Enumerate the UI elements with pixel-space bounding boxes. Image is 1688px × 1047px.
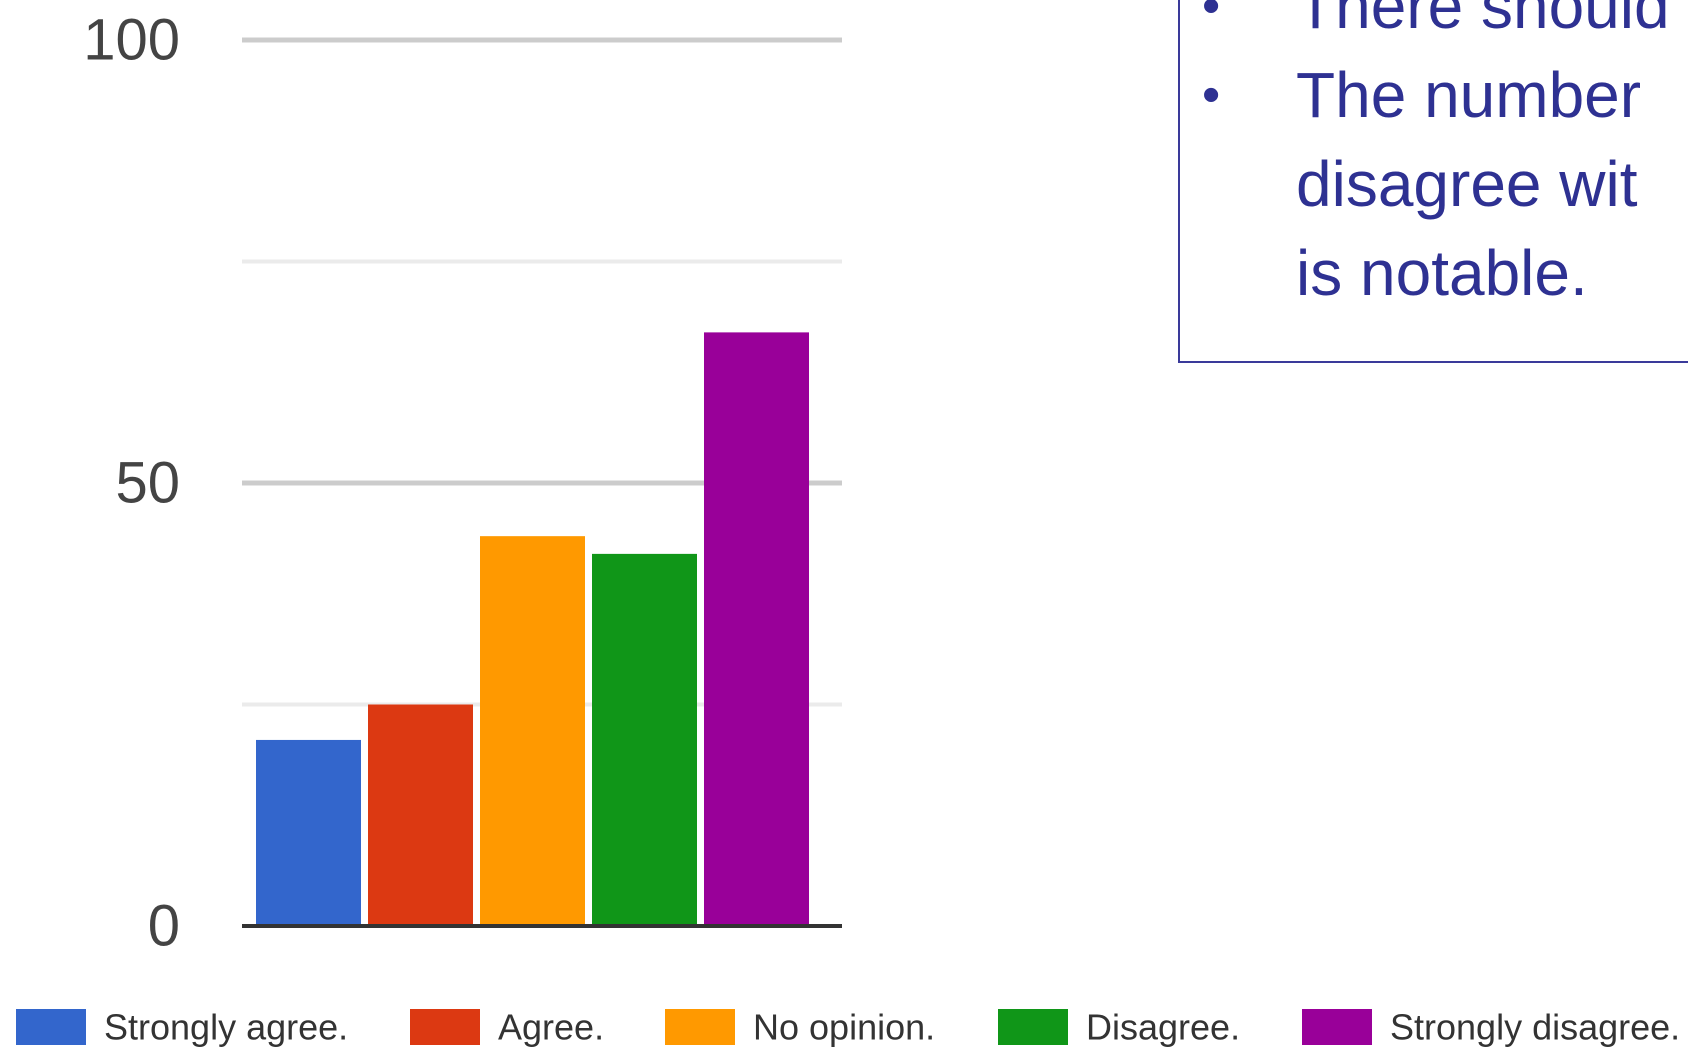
y-tick-label: 50 xyxy=(115,451,180,516)
legend-swatch xyxy=(1302,1009,1372,1045)
legend-label: Strongly disagree. xyxy=(1390,1007,1680,1047)
bullet-icon: • xyxy=(1202,66,1221,124)
legend-label: Disagree. xyxy=(1086,1007,1240,1047)
legend-label: No opinion. xyxy=(753,1007,935,1047)
legend-label: Agree. xyxy=(498,1007,604,1047)
note-line: is notable. xyxy=(1296,237,1588,309)
y-tick-label: 0 xyxy=(148,894,180,959)
note-line: The number xyxy=(1296,59,1642,131)
note-line: There should xyxy=(1296,0,1670,42)
legend-swatch xyxy=(410,1009,480,1045)
legend: Strongly agree. Agree. No opinion. Disagree… xyxy=(16,1007,1680,1047)
note-bullet-1: • There should xyxy=(1180,0,1688,51)
note-bullet-2: • The number disagree wit is notable. xyxy=(1180,51,1688,318)
legend-label: Strongly agree. xyxy=(104,1007,348,1047)
bar-5 xyxy=(704,332,809,926)
bars xyxy=(256,332,809,926)
legend-swatch xyxy=(998,1009,1068,1045)
y-tick-label: 100 xyxy=(83,8,180,73)
notes-textbox: • There should • The number disagree wit… xyxy=(1178,0,1688,363)
bar-3 xyxy=(480,536,585,926)
bar-2 xyxy=(368,704,473,926)
bar-4 xyxy=(592,553,697,926)
y-axis-ticks: 0 50 100 xyxy=(83,8,180,959)
bullet-icon: • xyxy=(1202,0,1221,35)
legend-swatch xyxy=(665,1009,735,1045)
legend-swatch xyxy=(16,1009,86,1045)
bar-1 xyxy=(256,739,361,926)
note-line: disagree wit xyxy=(1296,148,1638,220)
